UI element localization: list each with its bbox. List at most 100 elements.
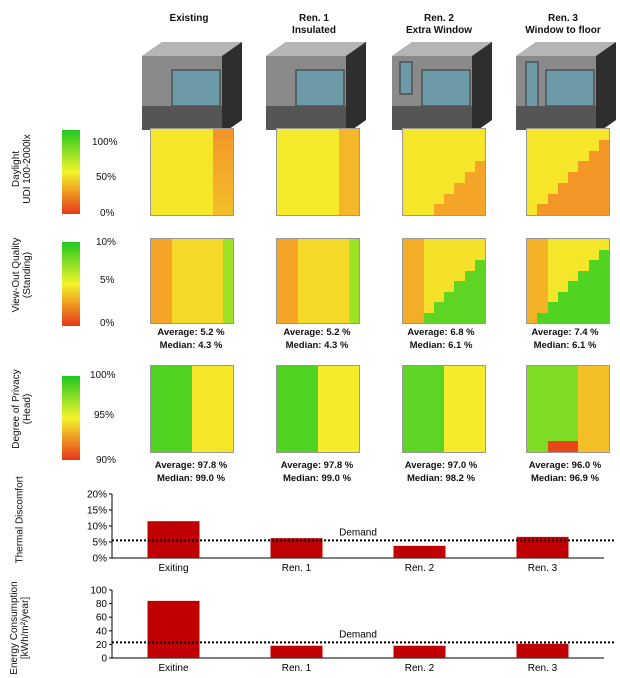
heatmap-cell bbox=[338, 376, 349, 388]
heatmap-cell bbox=[433, 129, 444, 140]
heatmap-cell bbox=[181, 366, 192, 377]
heatmap-cell bbox=[568, 430, 579, 442]
heatmap-cell bbox=[568, 161, 579, 172]
heatmap-cell bbox=[413, 312, 424, 323]
heatmap-cell bbox=[192, 129, 203, 140]
heatmap-cell bbox=[181, 430, 192, 442]
heatmap-cell bbox=[423, 441, 434, 452]
x-tick-label: Ren. 1 bbox=[282, 663, 312, 674]
building-render-ren1 bbox=[266, 42, 366, 130]
heatmap-cell bbox=[413, 419, 424, 431]
heatmap-cell bbox=[527, 430, 538, 442]
colorbar-tick-daylight-mid: 50% bbox=[96, 172, 117, 183]
heatmap-cell bbox=[328, 182, 339, 194]
heatmap-cell bbox=[444, 430, 455, 442]
heatmap-cell bbox=[578, 312, 589, 323]
heatmap-cell bbox=[433, 419, 444, 431]
heatmap-cell bbox=[307, 419, 318, 431]
heatmap-cell bbox=[578, 281, 589, 292]
heatmap-cell bbox=[348, 430, 359, 442]
heatmap-cell bbox=[202, 398, 213, 409]
heatmap-cell bbox=[433, 302, 444, 313]
heatmap-cell bbox=[297, 260, 308, 271]
heatmap-cell bbox=[212, 150, 223, 162]
heatmap-cell bbox=[151, 312, 162, 323]
heatmap-cell bbox=[403, 139, 414, 151]
heatmap-cell bbox=[568, 239, 579, 250]
heatmap-view-ren3 bbox=[526, 238, 610, 324]
heatmap-cell bbox=[454, 387, 465, 399]
heatmap-cell bbox=[192, 172, 203, 183]
demand-label: Demand bbox=[339, 629, 377, 640]
heatmap-cell bbox=[474, 302, 485, 313]
stats-privacy-ren1: Average: 97.8 % Median: 99.0 % bbox=[280, 460, 354, 484]
heatmap-cell bbox=[598, 281, 609, 292]
heatmap-cell bbox=[181, 409, 192, 420]
heatmap-cell bbox=[307, 291, 318, 302]
heatmap-cell bbox=[444, 387, 455, 399]
heatmap-cell bbox=[474, 376, 485, 388]
heatmap-cell bbox=[297, 376, 308, 388]
heatmap-cell bbox=[474, 204, 485, 215]
heatmap-cell bbox=[151, 161, 162, 172]
heatmap-cell bbox=[161, 270, 172, 281]
column-title-ren3: Ren. 3 Window to floor bbox=[525, 13, 601, 36]
heatmap-cell bbox=[547, 270, 558, 281]
heatmap-cell bbox=[464, 249, 475, 260]
heatmap-cell bbox=[537, 398, 548, 409]
heatmap-cell bbox=[444, 270, 455, 281]
heatmap-cell bbox=[151, 302, 162, 313]
heatmap-cell bbox=[222, 239, 233, 250]
heatmap-cell bbox=[277, 270, 288, 281]
heatmap-cell bbox=[348, 291, 359, 302]
heatmap-cell bbox=[151, 441, 162, 452]
heatmap-cell bbox=[171, 182, 182, 194]
heatmap-cell bbox=[161, 366, 172, 377]
heatmap-cell bbox=[348, 129, 359, 140]
heatmap-cell bbox=[192, 182, 203, 194]
heatmap-cell bbox=[202, 182, 213, 194]
heatmap-cell bbox=[297, 139, 308, 151]
heatmap-cell bbox=[348, 409, 359, 420]
heatmap-cell bbox=[547, 129, 558, 140]
heatmap-daylight-ren2 bbox=[402, 128, 486, 216]
heatmap-cell bbox=[568, 419, 579, 431]
heatmap-cell bbox=[537, 409, 548, 420]
heatmap-cell bbox=[328, 129, 339, 140]
heatmap-cell bbox=[318, 150, 329, 162]
heatmap-cell bbox=[557, 239, 568, 250]
heatmap-cell bbox=[307, 302, 318, 313]
heatmap-cell bbox=[527, 161, 538, 172]
heatmap-cell bbox=[474, 398, 485, 409]
heatmap-cell bbox=[338, 366, 349, 377]
x-tick-label: Exiting bbox=[158, 563, 188, 574]
heatmap-cell bbox=[588, 441, 599, 452]
heatmap-cell bbox=[588, 409, 599, 420]
heatmap-cell bbox=[297, 249, 308, 260]
heatmap-cell bbox=[277, 430, 288, 442]
column-title-ren2: Ren. 2 Extra Window bbox=[405, 13, 473, 36]
heatmap-cell bbox=[161, 387, 172, 399]
heatmap-cell bbox=[454, 260, 465, 271]
heatmap-cell bbox=[527, 441, 538, 452]
heatmap-cell bbox=[277, 291, 288, 302]
heatmap-cell bbox=[464, 430, 475, 442]
stats-view-ren1: Average: 5.2 % Median: 4.3 % bbox=[283, 327, 351, 351]
heatmap-cell bbox=[181, 260, 192, 271]
heatmap-cell bbox=[181, 182, 192, 194]
heatmap-cell bbox=[192, 281, 203, 292]
heatmap-cell bbox=[568, 204, 579, 215]
heatmap-cell bbox=[192, 270, 203, 281]
heatmap-cell bbox=[287, 398, 298, 409]
heatmap-cell bbox=[454, 291, 465, 302]
heatmap-cell bbox=[423, 419, 434, 431]
heatmap-cell bbox=[297, 419, 308, 431]
heatmap-cell bbox=[338, 249, 349, 260]
heatmap-cell bbox=[403, 150, 414, 162]
building-render-ren3 bbox=[516, 42, 616, 130]
heatmap-cell bbox=[454, 441, 465, 452]
heatmap-cell bbox=[464, 270, 475, 281]
heatmap-cell bbox=[287, 204, 298, 215]
heatmap-cell bbox=[171, 260, 182, 271]
heatmap-cell bbox=[444, 409, 455, 420]
